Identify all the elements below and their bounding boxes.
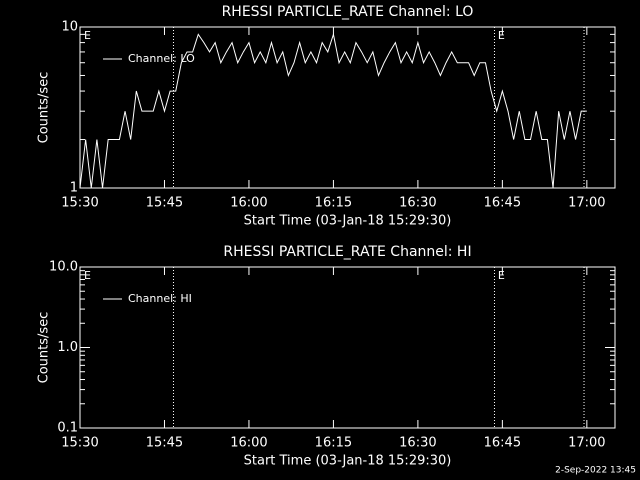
- legend-label: Channel: HI: [128, 292, 192, 305]
- x-tick-label: 16:00: [230, 196, 267, 211]
- x-tick-label: 16:45: [484, 436, 521, 451]
- chart-title: RHESSI PARTICLE_RATE Channel: HI: [223, 244, 471, 260]
- x-tick-label: 16:45: [484, 196, 521, 211]
- x-tick-label: 16:00: [230, 436, 267, 451]
- x-tick-label: 15:45: [146, 436, 183, 451]
- legend-label: Channel: LO: [128, 52, 195, 65]
- y-axis-label: Counts/sec: [37, 312, 52, 384]
- timestamp: 2-Sep-2022 13:45: [555, 466, 636, 476]
- x-tick-label: 16:30: [399, 196, 436, 211]
- data-line: [79, 32, 587, 189]
- x-tick-label: 16:15: [315, 196, 352, 211]
- x-axis-label: Start Time (03-Jan-18 15:29:30): [244, 214, 452, 229]
- x-tick-label: 17:00: [568, 436, 605, 451]
- plot-frame: [79, 26, 616, 189]
- y-tick-label: 1.0: [57, 340, 78, 355]
- x-tick-label: 15:30: [61, 436, 98, 451]
- event-label: E: [84, 29, 91, 42]
- event-label: E: [84, 269, 91, 282]
- x-tick-label: 17:00: [568, 196, 605, 211]
- x-tick-label: 15:45: [146, 196, 183, 211]
- event-label: E: [498, 29, 505, 42]
- x-tick-label: 16:15: [315, 436, 352, 451]
- x-axis-label: Start Time (03-Jan-18 15:29:30): [244, 454, 452, 469]
- chart-title: RHESSI PARTICLE_RATE Channel: LO: [222, 4, 474, 20]
- y-axis-label: Counts/sec: [37, 72, 52, 144]
- event-label: E: [498, 269, 505, 282]
- x-tick-label: 15:30: [61, 196, 98, 211]
- x-tick-label: 16:30: [399, 436, 436, 451]
- y-tick-label: 0.1: [57, 421, 78, 436]
- y-tick-label: 1: [70, 181, 78, 196]
- y-tick-label: 10: [61, 20, 78, 35]
- y-tick-label: 10.0: [49, 260, 78, 275]
